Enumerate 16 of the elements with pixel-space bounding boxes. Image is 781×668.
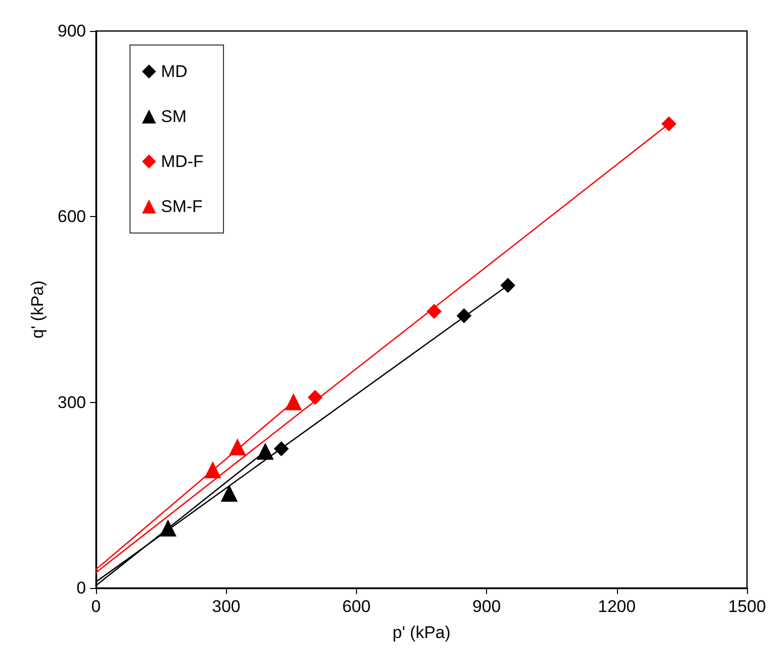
x-tick-label: 1500 bbox=[728, 597, 766, 616]
x-tick-label: 0 bbox=[91, 597, 101, 616]
x-tick-label: 600 bbox=[342, 597, 371, 616]
y-tick-label: 300 bbox=[58, 392, 86, 412]
y-tick-label: 900 bbox=[58, 22, 86, 40]
x-tick-label: 300 bbox=[212, 597, 240, 616]
legend-label: MD-F bbox=[161, 152, 204, 171]
y-tick-label: 0 bbox=[76, 578, 86, 598]
y-axis-title: q' (kPa) bbox=[28, 280, 47, 339]
x-tick-label: 900 bbox=[472, 597, 501, 616]
legend-label: SM-F bbox=[161, 197, 203, 216]
x-tick-label: 1200 bbox=[598, 597, 636, 616]
x-axis-title: p' (kPa) bbox=[392, 623, 451, 642]
y-tick-label: 600 bbox=[58, 207, 86, 226]
legend-label: MD bbox=[161, 62, 188, 81]
legend-label: SM bbox=[161, 107, 186, 126]
